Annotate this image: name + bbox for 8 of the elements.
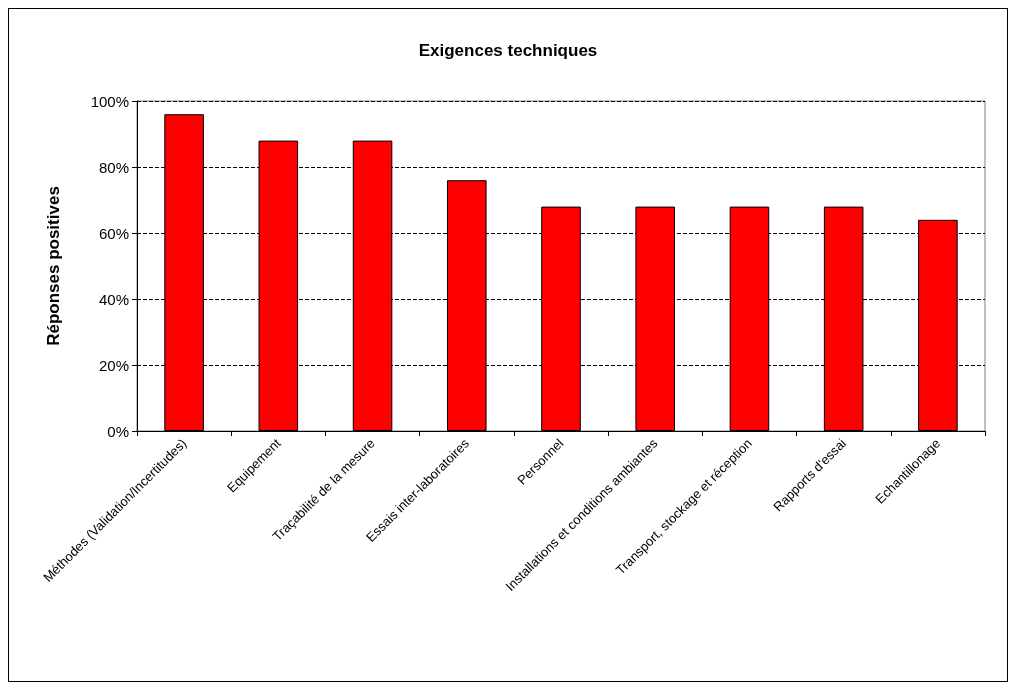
y-tick-label: 0% xyxy=(107,422,129,440)
y-tick-label: 100% xyxy=(90,92,129,110)
y-tick-label: 40% xyxy=(98,290,129,308)
y-tick-label: 60% xyxy=(98,224,129,242)
y-tick-label: 80% xyxy=(98,158,129,176)
y-axis-title: Réponses positives xyxy=(44,186,63,346)
y-tick-label: 20% xyxy=(98,356,129,374)
chart-title: Exigences techniques xyxy=(418,41,598,60)
